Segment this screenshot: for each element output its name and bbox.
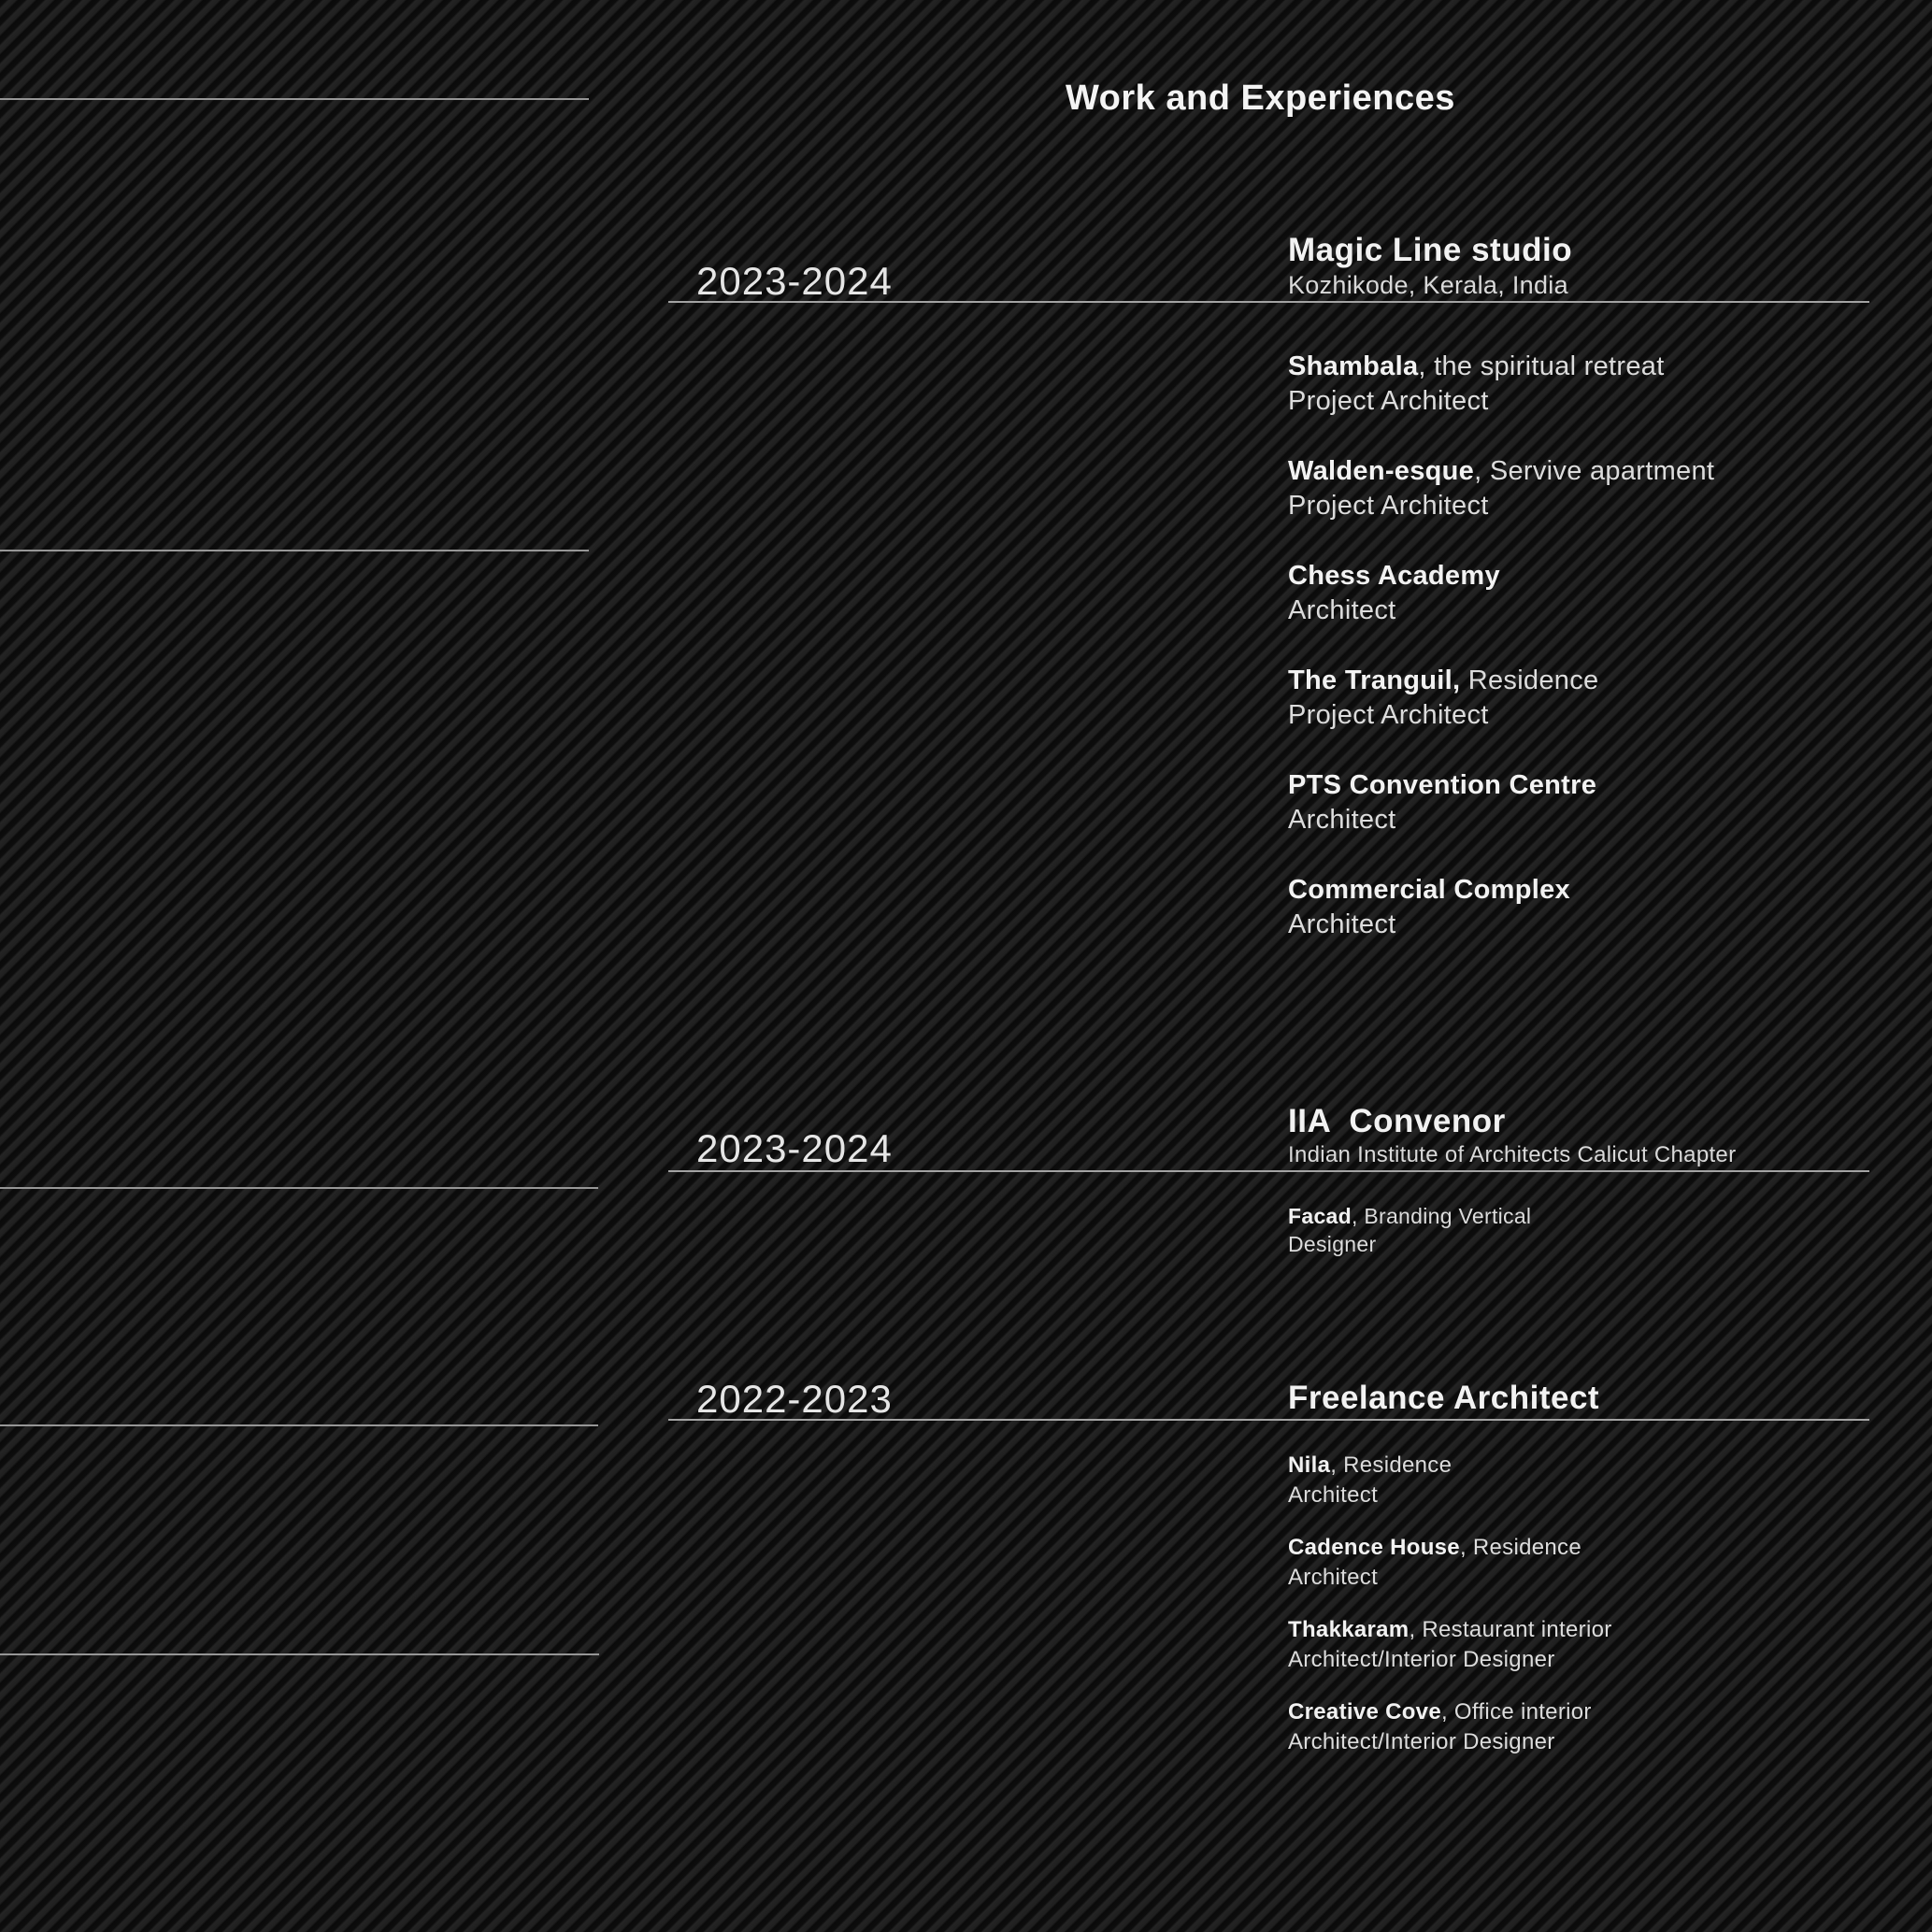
project-name: Thakkaram xyxy=(1288,1617,1410,1642)
project-title: Commercial Complex xyxy=(1288,877,1570,904)
project-name: Creative Cove xyxy=(1288,1699,1441,1724)
project-title: Cadence House, Residence xyxy=(1288,1537,1581,1559)
section-divider xyxy=(668,1419,1869,1421)
project-title: Walden-esque, Servive apartment xyxy=(1288,458,1714,485)
project-role: Architect xyxy=(1288,1565,1379,1590)
project-desc: , the spiritual retreat xyxy=(1418,351,1665,381)
project-role: Designer xyxy=(1288,1232,1377,1256)
project-title: Facad, Branding Vertical xyxy=(1288,1206,1531,1227)
project-name: Cadence House xyxy=(1288,1535,1460,1560)
project-role: Architect/Interior Designer xyxy=(1288,1729,1555,1754)
section-subtitle: Indian Institute of Architects Calicut C… xyxy=(1288,1142,1737,1167)
section-title: Freelance Architect xyxy=(1288,1380,1600,1416)
project-title: Creative Cove, Office interior xyxy=(1288,1701,1592,1724)
project-role: Project Architect xyxy=(1288,386,1489,416)
section-years: 2023-2024 xyxy=(696,1126,893,1170)
page-title: Work and Experiences xyxy=(1066,79,1455,118)
project-name: Commercial Complex xyxy=(1288,875,1570,905)
decorative-line-2 xyxy=(0,550,589,551)
project-title: The Tranguil, Residence xyxy=(1288,667,1598,694)
project-name: Shambala xyxy=(1288,351,1419,381)
section-title: IIA Convenor xyxy=(1288,1103,1506,1139)
section-years: 2022-2023 xyxy=(696,1377,893,1421)
project-name: The Tranguil, xyxy=(1288,665,1461,695)
project-desc: , Servive apartment xyxy=(1474,456,1715,486)
section-divider xyxy=(668,1170,1869,1172)
project-role: Architect xyxy=(1288,909,1396,939)
project-role: Architect xyxy=(1288,805,1396,835)
project-name: Facad xyxy=(1288,1204,1352,1228)
decorative-line-3 xyxy=(0,1187,598,1189)
project-title: Nila, Residence xyxy=(1288,1454,1452,1477)
project-desc: , Residence xyxy=(1330,1453,1453,1478)
project-name: Walden-esque xyxy=(1288,456,1475,486)
project-desc: , Branding Vertical xyxy=(1351,1204,1532,1228)
project-desc: , Residence xyxy=(1459,1535,1582,1560)
project-name: Nila xyxy=(1288,1453,1331,1478)
project-desc: Residence xyxy=(1460,665,1599,695)
project-title: PTS Convention Centre xyxy=(1288,772,1596,799)
project-desc: , Office interior xyxy=(1440,1699,1592,1724)
project-title: Thakkaram, Restaurant interior xyxy=(1288,1619,1612,1641)
project-role: Project Architect xyxy=(1288,700,1489,730)
project-role: Project Architect xyxy=(1288,491,1489,521)
project-name: Chess Academy xyxy=(1288,561,1500,591)
decorative-line-1 xyxy=(0,98,589,100)
section-title: Magic Line studio xyxy=(1288,232,1573,268)
section-years: 2023-2024 xyxy=(696,259,893,303)
project-name: PTS Convention Centre xyxy=(1288,770,1597,800)
project-title: Shambala, the spiritual retreat xyxy=(1288,353,1665,380)
project-desc: , Restaurant interior xyxy=(1409,1617,1612,1642)
section-subtitle: Kozhikode, Kerala, India xyxy=(1288,271,1568,299)
decorative-line-5 xyxy=(0,1653,599,1655)
project-role: Architect/Interior Designer xyxy=(1288,1647,1555,1672)
project-role: Architect xyxy=(1288,595,1396,625)
project-title: Chess Academy xyxy=(1288,563,1500,590)
project-role: Architect xyxy=(1288,1482,1379,1508)
decorative-line-4 xyxy=(0,1424,598,1426)
section-divider xyxy=(668,301,1869,303)
